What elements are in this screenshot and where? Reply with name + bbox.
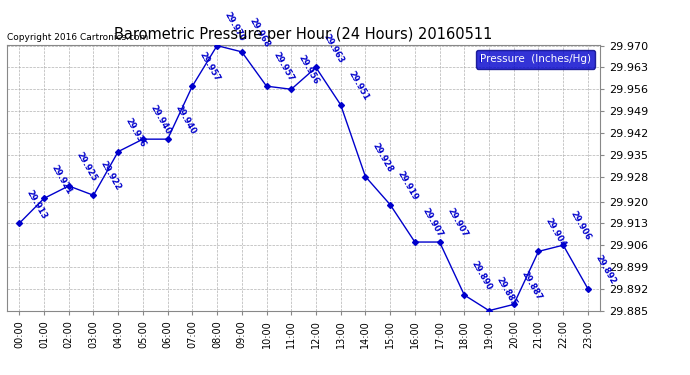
Text: 29.887: 29.887: [520, 269, 543, 302]
Text: Copyright 2016 Cartronics.com: Copyright 2016 Cartronics.com: [7, 33, 148, 42]
Text: 29.925: 29.925: [75, 151, 98, 183]
Text: 29.907: 29.907: [420, 207, 444, 239]
Text: 29.921: 29.921: [50, 163, 74, 196]
Text: 29.928: 29.928: [371, 141, 395, 174]
Text: 29.957: 29.957: [272, 51, 296, 83]
Title: Barometric Pressure per Hour (24 Hours) 20160511: Barometric Pressure per Hour (24 Hours) …: [115, 27, 493, 42]
Text: 29.885: 29.885: [495, 275, 518, 308]
Text: 29.970: 29.970: [223, 10, 246, 43]
Text: 29.913: 29.913: [25, 188, 49, 220]
Text: 29.892: 29.892: [593, 254, 618, 286]
Text: 29.963: 29.963: [322, 32, 346, 64]
Text: 29.904: 29.904: [544, 216, 568, 249]
Text: 29.957: 29.957: [198, 51, 221, 83]
Legend: Pressure  (Inches/Hg): Pressure (Inches/Hg): [476, 50, 595, 69]
Text: 29.907: 29.907: [445, 207, 469, 239]
Text: 29.906: 29.906: [569, 210, 593, 242]
Text: 29.890: 29.890: [470, 260, 494, 292]
Text: 29.968: 29.968: [247, 16, 271, 49]
Text: 29.919: 29.919: [395, 170, 420, 202]
Text: 29.940: 29.940: [173, 104, 197, 136]
Text: 29.940: 29.940: [148, 104, 172, 136]
Text: 29.951: 29.951: [346, 69, 371, 102]
Text: 29.956: 29.956: [297, 54, 321, 87]
Text: 29.936: 29.936: [124, 116, 148, 149]
Text: 29.922: 29.922: [99, 160, 123, 192]
